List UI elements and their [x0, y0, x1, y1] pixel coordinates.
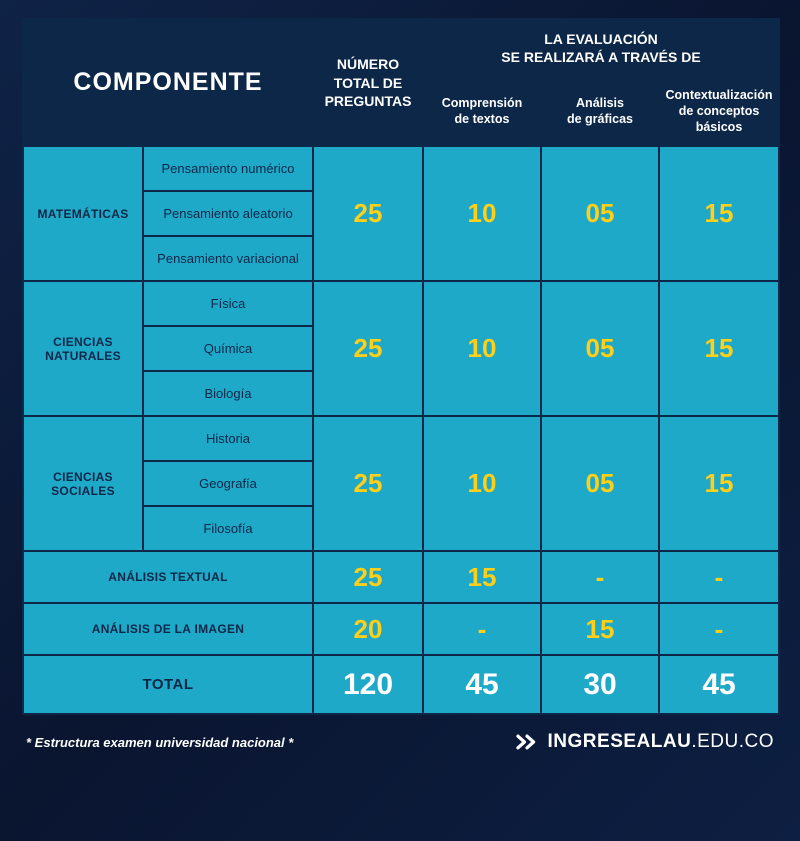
value-c3: -: [659, 603, 779, 655]
value-c1: 10: [423, 281, 541, 416]
value-c1: 15: [423, 551, 541, 603]
text: NATURALES: [28, 349, 138, 363]
brand: INGRESEALAU.EDU.CO: [516, 731, 774, 753]
total-c3: 45: [659, 655, 779, 714]
text: LA EVALUACIÓN: [428, 30, 774, 48]
area-ciencias-sociales: CIENCIAS SOCIALES: [23, 416, 143, 551]
value-c3: 15: [659, 146, 779, 281]
row-total-label: TOTAL: [23, 655, 313, 714]
text: Contextualización: [664, 88, 774, 104]
value-total: 20: [313, 603, 423, 655]
text: CIENCIAS: [28, 470, 138, 484]
text: de gráficas: [546, 112, 654, 128]
header-sub-analisis: Análisis de gráficas: [541, 77, 659, 146]
topic-cell: Biología: [143, 371, 313, 416]
value-c3: 15: [659, 416, 779, 551]
text: básicos: [664, 120, 774, 136]
chevrons-icon: [516, 731, 542, 753]
text: TOTAL DE: [318, 74, 418, 92]
value-c3: 15: [659, 281, 779, 416]
exam-structure-table: COMPONENTE NÚMERO TOTAL DE PREGUNTAS LA …: [22, 18, 778, 715]
total-value: 120: [313, 655, 423, 714]
value-c2: 05: [541, 146, 659, 281]
area-ciencias-naturales: CIENCIAS NATURALES: [23, 281, 143, 416]
value-c1: 10: [423, 146, 541, 281]
value-c2: 05: [541, 281, 659, 416]
value-total: 25: [313, 146, 423, 281]
value-total: 25: [313, 551, 423, 603]
header-sub-comprension: Comprensión de textos: [423, 77, 541, 146]
topic-cell: Geografía: [143, 461, 313, 506]
topic-cell: Pensamiento aleatorio: [143, 191, 313, 236]
footnote: * Estructura examen universidad nacional…: [26, 735, 293, 750]
text: Análisis: [546, 96, 654, 112]
text: SOCIALES: [28, 484, 138, 498]
text: NÚMERO: [318, 55, 418, 73]
text: de conceptos: [664, 104, 774, 120]
value-total: 25: [313, 281, 423, 416]
text: PREGUNTAS: [318, 92, 418, 110]
header-evaluation: LA EVALUACIÓN SE REALIZARÁ A TRAVÉS DE: [423, 19, 779, 77]
topic-cell: Historia: [143, 416, 313, 461]
text: Comprensión: [428, 96, 536, 112]
area-matematicas: MATEMÁTICAS: [23, 146, 143, 281]
text: de textos: [428, 112, 536, 128]
row-analisis-imagen: ANÁLISIS DE LA IMAGEN: [23, 603, 313, 655]
brand-bold: INGRESEALAU: [548, 731, 692, 752]
total-c2: 30: [541, 655, 659, 714]
header-sub-contextualizacion: Contextualización de conceptos básicos: [659, 77, 779, 146]
value-total: 25: [313, 416, 423, 551]
text: SE REALIZARÁ A TRAVÉS DE: [428, 48, 774, 66]
value-c2: 15: [541, 603, 659, 655]
value-c2: 05: [541, 416, 659, 551]
topic-cell: Física: [143, 281, 313, 326]
total-c1: 45: [423, 655, 541, 714]
topic-cell: Pensamiento numérico: [143, 146, 313, 191]
footer: * Estructura examen universidad nacional…: [22, 731, 778, 753]
value-c2: -: [541, 551, 659, 603]
topic-cell: Filosofía: [143, 506, 313, 551]
value-c1: 10: [423, 416, 541, 551]
topic-cell: Química: [143, 326, 313, 371]
text: CIENCIAS: [28, 335, 138, 349]
header-num-total: NÚMERO TOTAL DE PREGUNTAS: [313, 19, 423, 146]
value-c3: -: [659, 551, 779, 603]
brand-rest: .EDU.CO: [691, 731, 774, 752]
topic-cell: Pensamiento variacional: [143, 236, 313, 281]
value-c1: -: [423, 603, 541, 655]
header-component: COMPONENTE: [23, 19, 313, 146]
row-analisis-textual: ANÁLISIS TEXTUAL: [23, 551, 313, 603]
